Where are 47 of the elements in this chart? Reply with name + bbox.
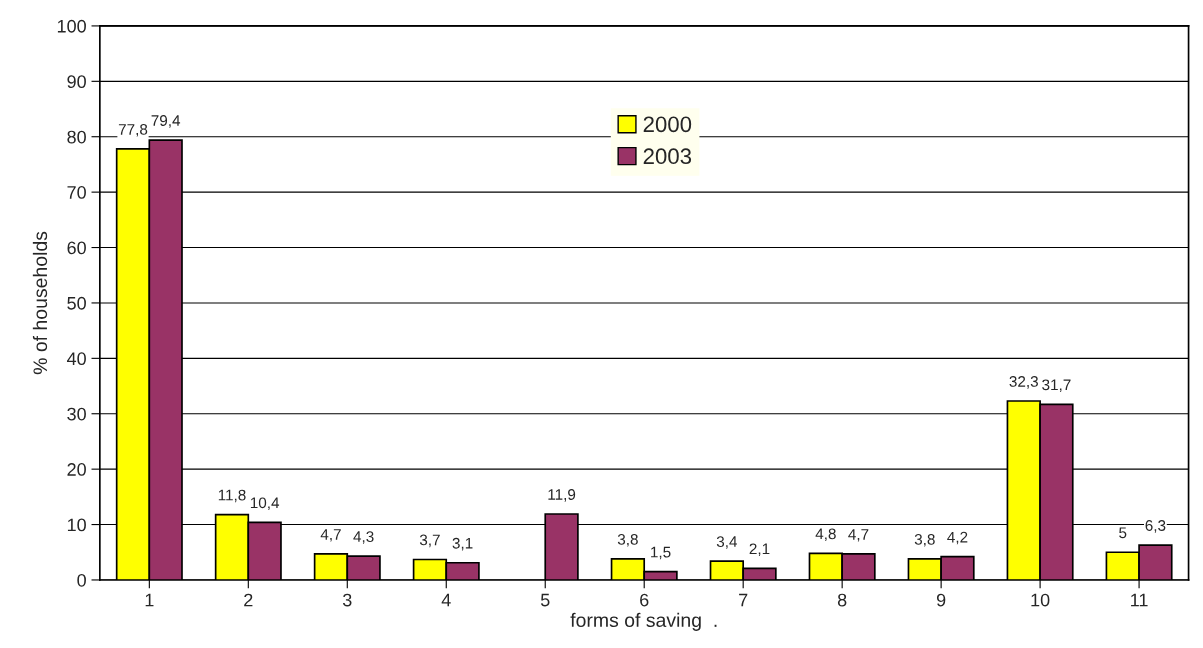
data-label: 77,8	[118, 123, 148, 137]
y-tick-label: 50	[67, 296, 86, 310]
legend-label: 2003	[643, 148, 692, 165]
data-label: 6,3	[1145, 520, 1166, 533]
data-label: 32,3	[1009, 376, 1038, 389]
data-label: 3,7	[419, 534, 440, 548]
data-label: 3,8	[617, 533, 638, 547]
data-label: 4,7	[320, 529, 341, 542]
legend-label: 2000	[643, 116, 692, 133]
y-tick-label: 100	[57, 19, 86, 33]
data-label: 10,4	[250, 497, 280, 511]
x-tick-label: 7	[739, 593, 748, 607]
x-tick-label: 8	[837, 593, 847, 607]
data-label: 4,3	[353, 531, 374, 544]
x-tick-label: 2	[244, 593, 253, 607]
data-label: 79,4	[151, 115, 181, 128]
x-tick-label: 5	[540, 593, 550, 607]
data-label: 31,7	[1042, 379, 1071, 392]
x-tick-label: 3	[342, 593, 352, 607]
x-tick-label: 6	[640, 593, 649, 607]
y-tick-label: 90	[67, 75, 86, 89]
y-axis-title: % of households	[32, 231, 48, 375]
data-label: 4,7	[848, 529, 869, 542]
data-label: 5	[1119, 527, 1127, 539]
data-label: 2,1	[749, 543, 770, 556]
x-tick-label: 11	[1131, 593, 1148, 607]
data-label: 4,8	[815, 528, 836, 542]
y-tick-label: 0	[77, 573, 86, 587]
x-tick-label: 4	[441, 593, 451, 607]
y-tick-label: 70	[67, 186, 86, 199]
x-tick-label: 10	[1031, 593, 1050, 607]
data-label: 3,4	[716, 536, 738, 549]
data-label: 1,5	[651, 546, 671, 560]
y-tick-label: 60	[67, 241, 86, 255]
x-tick-label: 9	[936, 593, 946, 607]
y-tick-label: 40	[66, 352, 86, 366]
y-tick-label: 10	[67, 518, 86, 532]
data-label: 11,9	[548, 489, 576, 502]
y-tick-label: 30	[67, 407, 86, 421]
data-label: 4,2	[947, 531, 968, 545]
y-tick-label: 20	[67, 463, 86, 476]
x-axis-title: forms of saving .	[570, 612, 717, 631]
y-tick-label: 80	[67, 130, 86, 144]
data-label: 11,8	[218, 489, 246, 503]
x-tick-label: 1	[145, 593, 154, 607]
data-label: 3,8	[914, 533, 935, 547]
data-label: 3,1	[452, 537, 473, 551]
